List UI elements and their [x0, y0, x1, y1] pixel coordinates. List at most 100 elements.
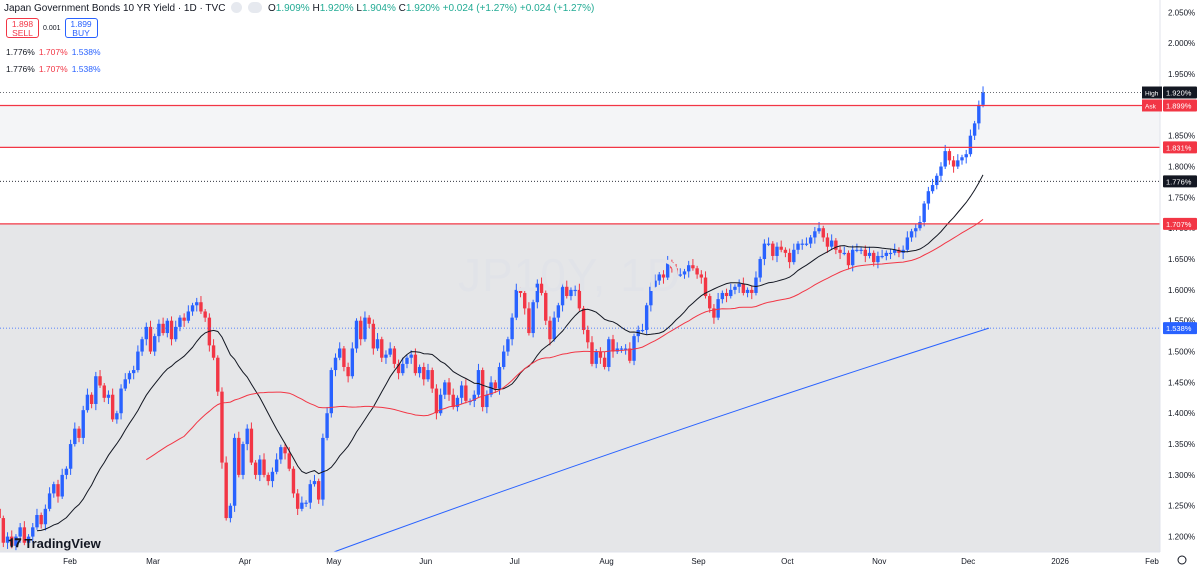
candle-body: [762, 243, 767, 260]
candle-body: [472, 394, 476, 401]
candle-body: [838, 249, 842, 253]
candle-body: [960, 157, 964, 161]
candle-body: [430, 370, 434, 389]
candle-body: [396, 363, 401, 374]
y-tick-label: 1.750%: [1168, 193, 1195, 202]
candle-body: [85, 394, 90, 411]
candle-body: [678, 274, 682, 276]
candle-body: [228, 505, 233, 519]
candle-body: [855, 249, 859, 251]
candle-body: [817, 228, 821, 232]
candle-body: [787, 252, 792, 263]
settings-gear-icon[interactable]: [1177, 555, 1187, 565]
candle-body: [371, 323, 376, 349]
x-tick-label: Apr: [239, 557, 252, 566]
candle-body: [68, 444, 73, 469]
candle-body: [918, 222, 922, 229]
candle-body: [872, 252, 876, 263]
price-label: 1.707%: [1166, 220, 1192, 229]
candle-body: [947, 151, 952, 161]
candle-body: [148, 326, 153, 352]
candle-body: [304, 502, 308, 504]
candle-body: [632, 336, 636, 361]
ma-mid-line: [146, 219, 984, 461]
candle-body: [750, 289, 754, 293]
ma-short-line: [36, 174, 984, 532]
candle-body: [0, 508, 1, 519]
candle-body: [153, 336, 157, 352]
candle-body: [316, 481, 321, 500]
y-tick-label: 1.800%: [1168, 163, 1195, 172]
candle-body: [312, 481, 317, 485]
candle-body: [476, 370, 481, 395]
candle-body: [195, 302, 199, 306]
buy-button[interactable]: 1.899 BUY: [64, 18, 98, 38]
candle-body: [535, 283, 540, 303]
candle-body: [354, 320, 359, 349]
price-label: 1.776%: [1166, 177, 1192, 186]
candle-body: [623, 348, 628, 350]
candle-body: [127, 373, 132, 380]
candle-body: [295, 493, 300, 509]
candle-body: [846, 252, 851, 266]
candle-body: [556, 305, 561, 318]
y-tick-label: 1.350%: [1168, 440, 1195, 449]
more-icon[interactable]: [248, 2, 263, 13]
eye-icon[interactable]: [231, 2, 243, 13]
candle-body: [691, 265, 695, 269]
candle-body: [241, 444, 245, 475]
candle-body: [388, 348, 392, 355]
x-tick-label: Jul: [510, 557, 520, 566]
candle-body: [905, 237, 910, 250]
candle-body: [842, 252, 846, 255]
candle-body: [249, 428, 254, 463]
candle-body: [413, 354, 418, 374]
candle-body: [123, 379, 127, 389]
candle-body: [699, 274, 704, 278]
candle-body: [190, 305, 195, 312]
candle-body: [754, 277, 758, 293]
candle-body: [867, 252, 872, 256]
candle-body: [884, 252, 889, 256]
candle-body: [653, 280, 657, 287]
y-tick-label: 1.550%: [1168, 317, 1195, 326]
price-axis: [1160, 0, 1200, 569]
price-label-bg: [1163, 86, 1197, 99]
candle-body: [930, 185, 935, 192]
candle-body: [43, 508, 48, 525]
candle-body: [897, 249, 901, 253]
candle-body: [279, 447, 283, 460]
candle-body: [321, 437, 325, 500]
candle-body: [766, 243, 771, 245]
candle-body: [102, 385, 106, 398]
candle-body: [729, 289, 733, 297]
candle-body: [914, 228, 918, 232]
candle-body: [144, 326, 148, 340]
candle-body: [300, 502, 304, 509]
candle-body: [859, 249, 863, 251]
sell-button[interactable]: 1.898 SELL: [6, 18, 39, 38]
y-tick-label: 1.200%: [1168, 533, 1195, 542]
candle-body: [64, 468, 69, 475]
candle-body: [573, 289, 577, 292]
candle-body: [695, 268, 699, 275]
candle-body: [253, 462, 258, 475]
y-tick-label: 1.450%: [1168, 378, 1195, 387]
candle-body: [283, 447, 287, 454]
x-tick-label: Jun: [419, 557, 432, 566]
candle-body: [893, 249, 897, 253]
x-tick-label: Sep: [691, 557, 706, 566]
candle-body: [169, 320, 174, 340]
price-label-bg: [1163, 141, 1197, 154]
y-tick-label: 1.850%: [1168, 132, 1195, 141]
candle-body: [119, 388, 123, 414]
symbol-title[interactable]: Japan Government Bonds 10 YR Yield · 1D …: [4, 3, 226, 15]
x-tick-label: May: [326, 557, 341, 566]
ma-long-line: [333, 327, 990, 553]
candle-body: [956, 160, 960, 167]
candle-body: [287, 453, 291, 469]
tradingview-logo[interactable]: 𝟏𝟕 TradingView: [8, 536, 101, 551]
candle-body: [649, 286, 653, 306]
candle-body: [237, 437, 241, 475]
